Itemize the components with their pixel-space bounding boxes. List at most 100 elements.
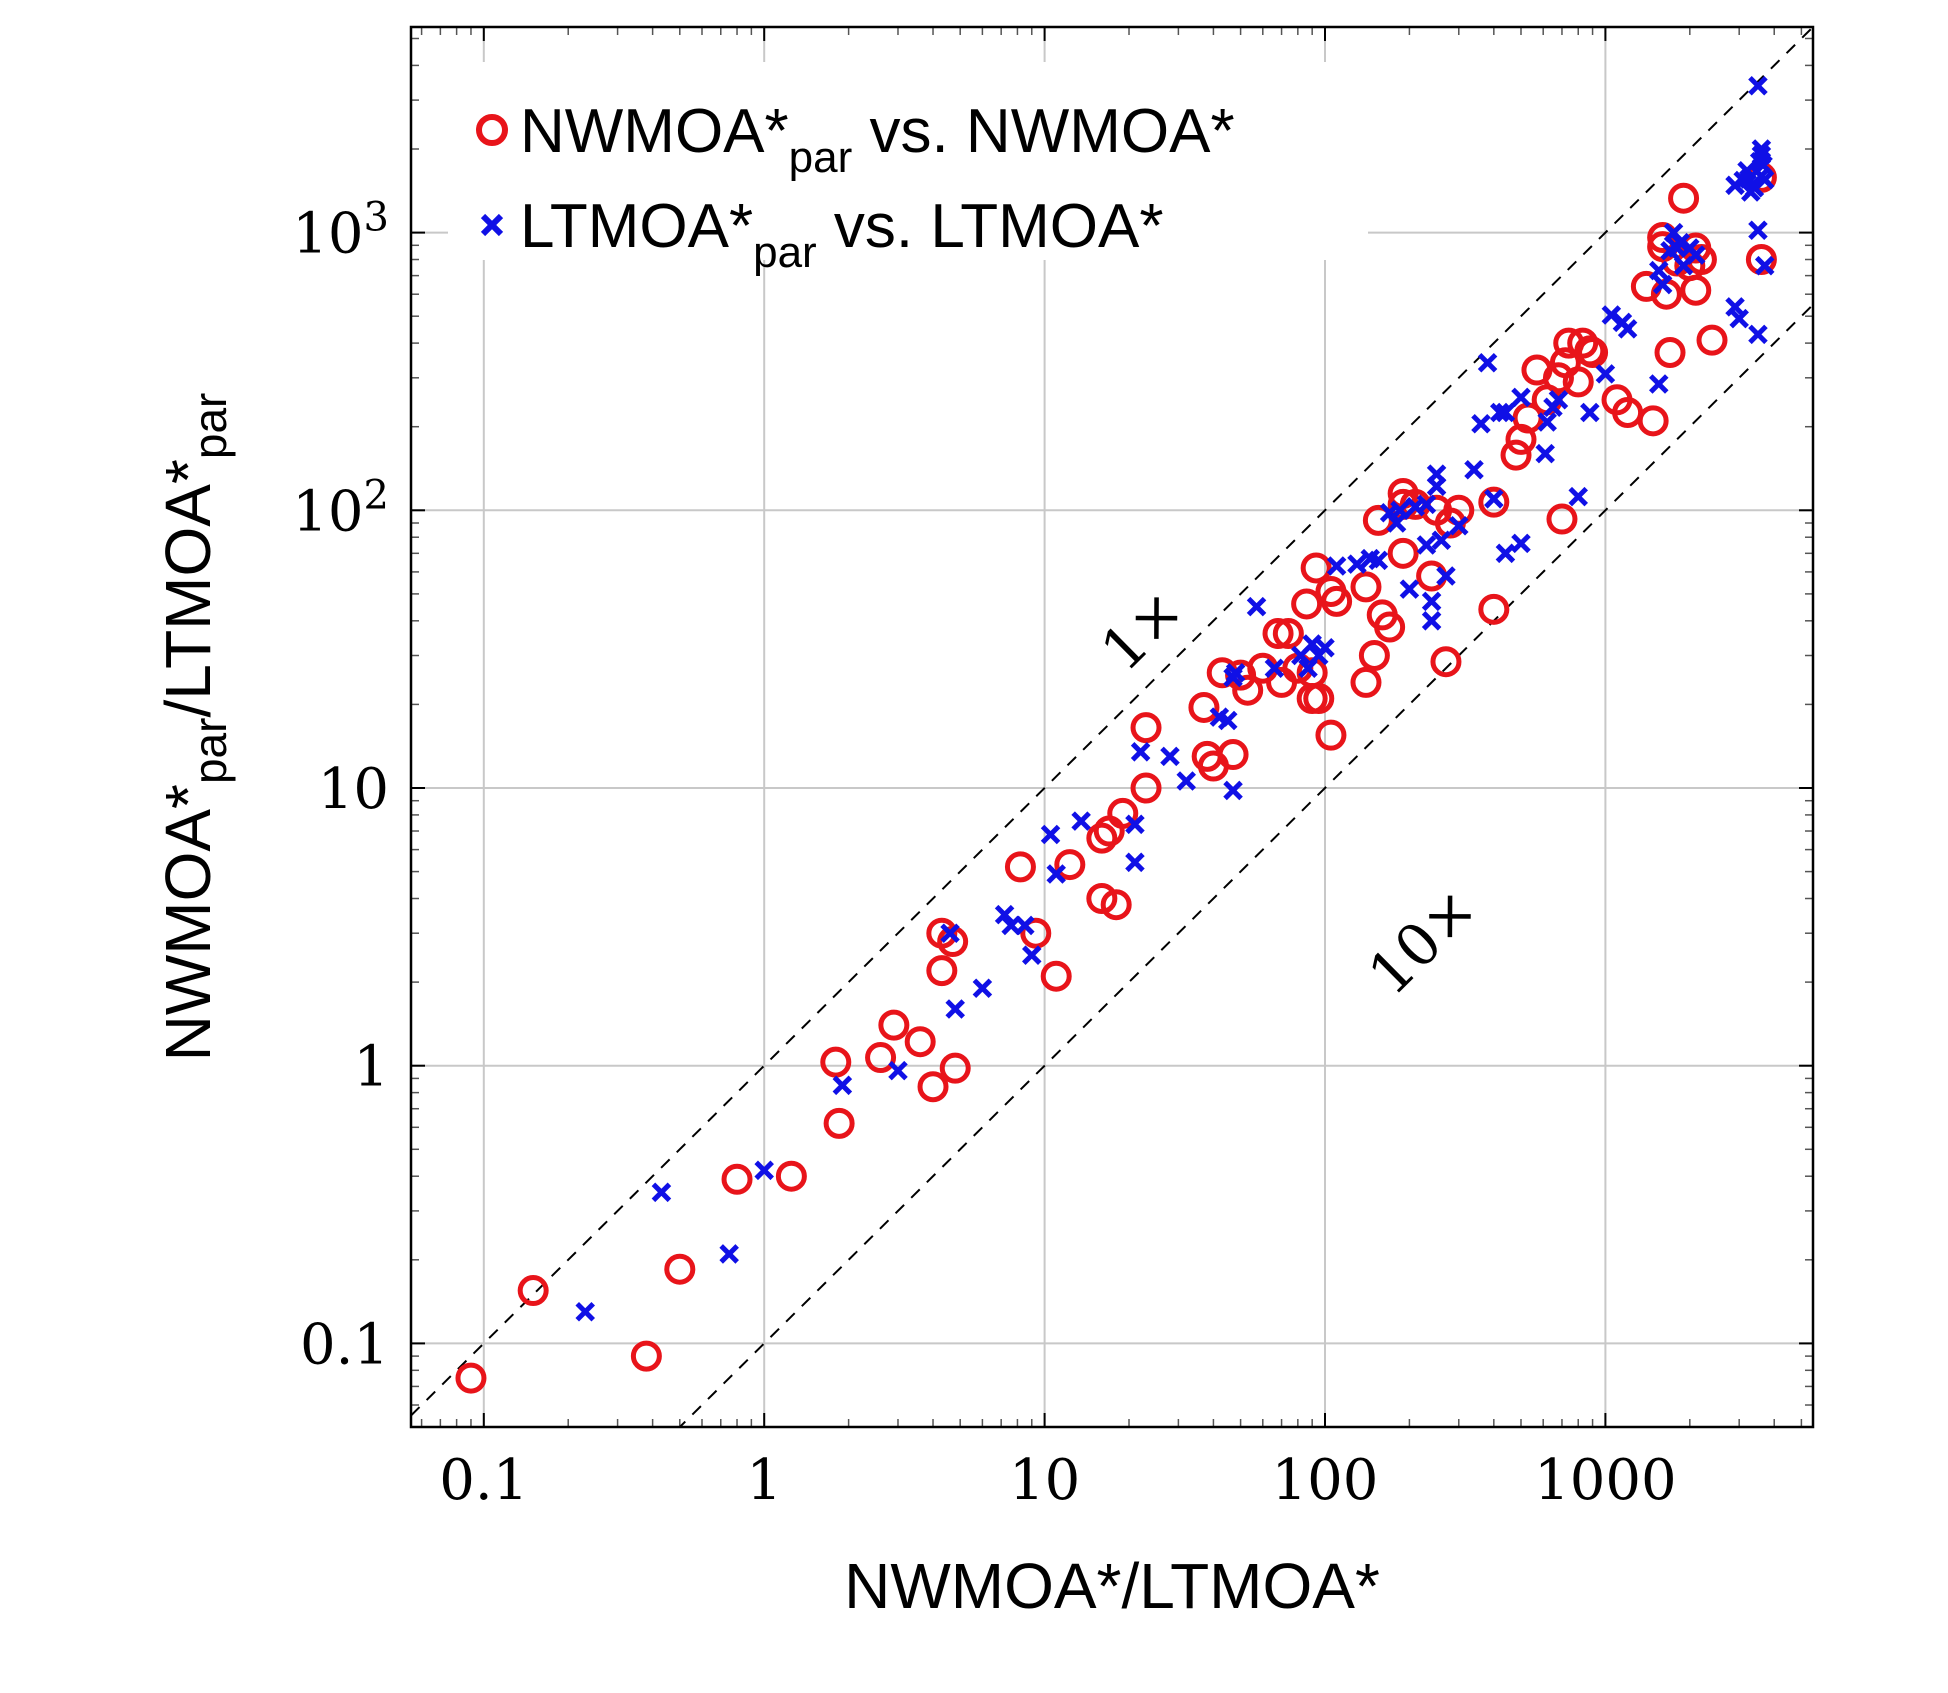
reference-line-label: 10× [1355, 874, 1490, 1008]
ltmoa-point-stroke [1040, 824, 1061, 845]
nwmoa-point [517, 1275, 549, 1307]
ltmoa-point [1225, 662, 1246, 683]
ltmoa-point [1685, 245, 1706, 265]
ltmoa-point-stroke [1315, 637, 1335, 658]
ltmoa-point-stroke [1595, 364, 1616, 384]
ltmoa-point-stroke [972, 978, 993, 999]
ltmoa-point-stroke [1390, 500, 1410, 521]
nwmoa-point [455, 1362, 487, 1394]
nwmoa-point [1232, 674, 1264, 706]
nwmoa-point [1086, 822, 1118, 854]
y-axis-label: NWMOA*par/LTMOA*par [152, 393, 236, 1062]
ltmoa-point-stroke [754, 1160, 774, 1181]
nwmoa-point [1546, 503, 1578, 535]
ltmoa-point [945, 999, 965, 1019]
ltmoa-point-stroke [1426, 464, 1447, 484]
ltmoa-point-stroke [1421, 611, 1442, 631]
nwmoa-point [820, 1046, 852, 1078]
ltmoa-point-stroke [1484, 489, 1504, 509]
ltmoa-point-stroke [1223, 780, 1243, 801]
ltmoa-point [1548, 390, 1569, 410]
ltmoa-point-stroke [1754, 169, 1775, 190]
nwmoa-point [1350, 571, 1382, 603]
ltmoa-point [1477, 352, 1498, 373]
ltmoa-point-stroke [1464, 459, 1484, 480]
ltmoa-point [1617, 319, 1638, 339]
ltmoa-point [1421, 611, 1442, 631]
ltmoa-point-stroke [1477, 352, 1498, 373]
ltmoa-point [1471, 413, 1491, 434]
ltmoa-point-stroke [1022, 945, 1042, 965]
ltmoa-point [1246, 596, 1267, 617]
legend: NWMOA*par vs. NWMOA* LTMOA*par vs. LTMOA… [448, 62, 1368, 277]
nwmoa-point [1130, 712, 1162, 744]
nwmoa-point [1350, 666, 1382, 698]
ltmoa-point-stroke [940, 923, 960, 943]
ltmoa-point-stroke [1748, 75, 1768, 96]
ltmoa-point [1125, 852, 1145, 873]
ltmoa-point [1368, 550, 1389, 571]
ltmoa-point-stroke [1217, 710, 1238, 731]
ltmoa-point [1535, 443, 1555, 464]
ltmoa-point [1495, 402, 1516, 423]
plot-frame [409, 25, 1815, 1429]
nwmoa-point [1416, 560, 1448, 592]
ltmoa-point [1595, 364, 1616, 384]
y-tick-label: 102 [292, 472, 389, 544]
ltmoa-point-stroke [1416, 494, 1437, 515]
ltmoa-point [1751, 139, 1772, 159]
ltmoa-point-stroke [888, 1060, 908, 1081]
nwmoa-point [823, 1107, 855, 1139]
ltmoa-point [1386, 513, 1407, 533]
ltmoa-point [832, 1075, 853, 1096]
nwmoa-point [664, 1253, 696, 1285]
ltmoa-point [754, 1160, 774, 1181]
ltmoa-point [1729, 308, 1749, 329]
nwmoa-point [1680, 274, 1712, 306]
minor-ticks [411, 27, 1813, 1427]
nwmoa-point [1542, 362, 1574, 394]
legend-nwmoa-marker [476, 114, 508, 146]
ltmoa-point [1390, 500, 1410, 521]
ltmoa-point [1537, 412, 1557, 432]
y-tick-label: 10 [318, 757, 389, 822]
nwmoa-point [1300, 552, 1332, 584]
ltmoa-point [1511, 533, 1531, 554]
ltmoa-point [1416, 494, 1437, 515]
ltmoa-point [1302, 634, 1322, 654]
ltmoa-point [1753, 155, 1773, 175]
ltmoa-point [1649, 260, 1669, 281]
nwmoa-point [1217, 739, 1249, 771]
ltmoa-point [1748, 75, 1768, 96]
ltmoa-point-stroke [945, 999, 965, 1019]
ltmoa-point-stroke [719, 1244, 739, 1264]
nwmoa-point [1100, 889, 1132, 921]
y-tick-label: 0.1 [300, 1312, 389, 1377]
nwmoa-point [1262, 618, 1294, 650]
ltmoa-point [994, 904, 1015, 925]
y-tick-labels: 0.1 1 10 102 103 [292, 195, 389, 1378]
ltmoa-point [1568, 486, 1588, 507]
ltmoa-point [1748, 324, 1768, 345]
ltmoa-point [1489, 402, 1510, 423]
ltmoa-point-stroke [1511, 387, 1531, 408]
ltmoa-point-stroke [1125, 814, 1145, 835]
ltmoa-point-stroke [1511, 533, 1531, 554]
ltmoa-point [1748, 220, 1768, 240]
ltmoa-point [940, 923, 960, 943]
ltmoa-point [1431, 530, 1452, 551]
ltmoa-point [1217, 710, 1238, 731]
nwmoa-point [1130, 772, 1162, 804]
ltmoa-point-stroke [1399, 579, 1420, 599]
ltmoa-point [1436, 566, 1456, 586]
ltmoa-point-stroke [1246, 596, 1267, 617]
ltmoa-point [1652, 274, 1673, 295]
ltmoa-point [1484, 489, 1504, 509]
ltmoa-point [1347, 554, 1367, 574]
ltmoa-point-stroke [1160, 746, 1180, 767]
ltmoa-point-stroke [1580, 402, 1600, 423]
nwmoa-point [1020, 917, 1052, 949]
legend-ltmoa-marker [480, 213, 504, 237]
ltmoa-point-stroke [1753, 155, 1773, 175]
ltmoa-point-stroke [1489, 402, 1510, 423]
